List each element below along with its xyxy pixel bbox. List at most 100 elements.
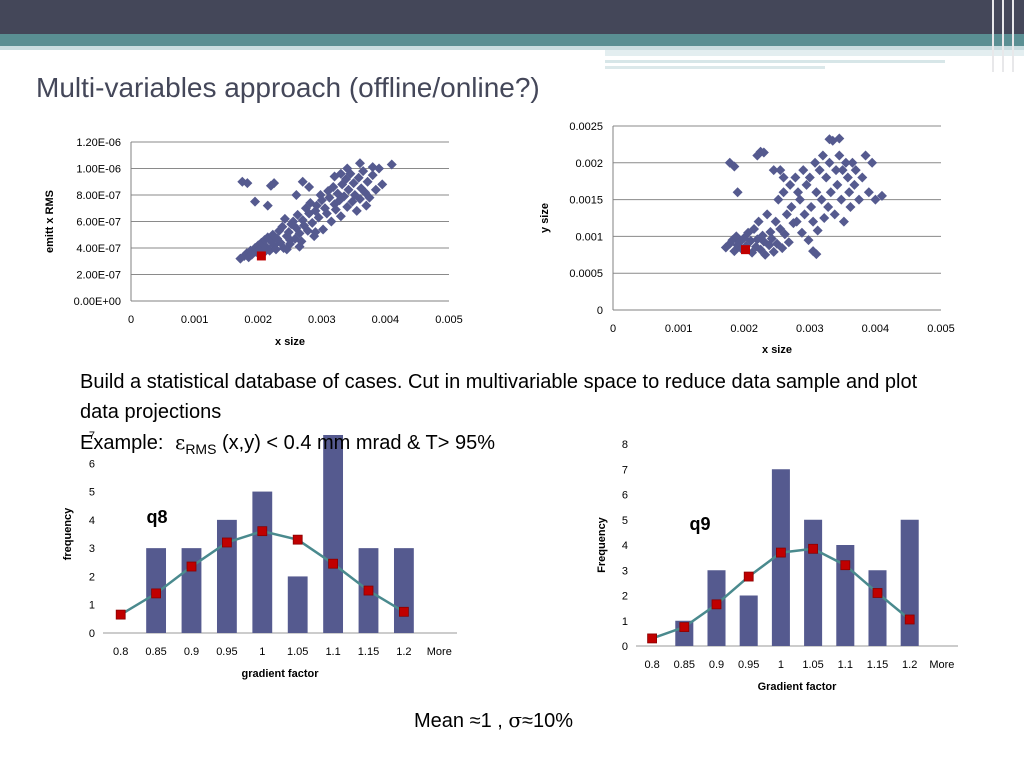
histogram-annotation: q9 [689, 514, 710, 534]
y-tick-label: 2.00E-07 [76, 270, 121, 282]
y-tick-label: 3 [622, 565, 628, 577]
y-tick-label: 1 [89, 600, 95, 612]
data-point [777, 243, 788, 254]
data-point [844, 187, 855, 198]
data-point [351, 205, 362, 216]
data-point [854, 194, 864, 205]
x-tick-label: 0.005 [927, 323, 955, 335]
x-tick-label: 0.9 [709, 659, 724, 671]
x-tick-label: 0.003 [796, 323, 824, 335]
data-point [342, 163, 353, 174]
y-tick-label: 2 [622, 591, 628, 603]
data-point [849, 179, 860, 190]
data-point [283, 227, 294, 238]
header-decor-line [1012, 0, 1014, 72]
data-point [834, 133, 845, 144]
data-point [250, 196, 261, 207]
x-tick-label: 1.1 [325, 646, 340, 658]
data-point [367, 162, 378, 173]
y-tick-label: 0 [597, 305, 603, 317]
y-tick-label: 7 [89, 430, 95, 442]
y-tick-label: 0.001 [575, 231, 603, 243]
data-point [811, 187, 822, 198]
data-point [817, 150, 828, 161]
x-tick-label: 0.004 [372, 314, 400, 326]
data-point [354, 158, 365, 169]
x-tick-label: More [427, 646, 452, 658]
data-point [786, 201, 797, 212]
y-tick-label: 1.20E-06 [76, 137, 121, 149]
x-tick-label: 1.05 [802, 659, 823, 671]
data-point [760, 249, 771, 260]
x-tick-label: 0.004 [862, 323, 890, 335]
data-point [847, 157, 858, 168]
data-point [840, 157, 851, 168]
data-point [768, 165, 779, 176]
y-tick-label: 2 [89, 571, 95, 583]
x-tick-label: 0.8 [113, 646, 128, 658]
y-tick-label: 6 [89, 458, 95, 470]
header-accent-bar [0, 34, 1024, 46]
data-point [801, 179, 812, 190]
data-point [302, 225, 313, 236]
example-prefix: Example: [80, 432, 164, 454]
histogram-bar [252, 491, 273, 633]
data-point [778, 172, 789, 183]
x-tick-label: 0.95 [738, 659, 759, 671]
body-line: Build a statistical database of cases. C… [80, 371, 918, 423]
histogram-bar [836, 545, 855, 646]
data-point [291, 190, 302, 200]
y-tick-label: 0 [622, 641, 628, 653]
data-point [732, 187, 743, 198]
header-decor-line [1002, 0, 1004, 72]
data-point [778, 187, 789, 198]
data-point [330, 204, 341, 215]
data-point [824, 157, 835, 168]
data-point [285, 235, 295, 246]
data-point [749, 224, 760, 235]
y-tick-label: 1.00E-06 [76, 164, 121, 176]
data-point [829, 209, 840, 220]
data-point [819, 213, 830, 223]
data-point [766, 233, 777, 244]
histogram-bar [771, 469, 790, 646]
x-tick-label: 0.005 [435, 314, 463, 326]
data-point [798, 165, 809, 176]
mean-text: Mean ≈1 , [414, 710, 503, 732]
y-tick-label: 1 [622, 616, 628, 628]
data-point [318, 224, 329, 235]
data-point [850, 165, 861, 176]
y-tick-label: 5 [622, 515, 628, 527]
data-point [362, 176, 373, 187]
x-tick-label: 0.95 [216, 646, 237, 658]
y-tick-label: 4.00E-07 [76, 243, 121, 255]
data-point [279, 213, 290, 224]
data-point [791, 216, 802, 227]
data-point [294, 228, 305, 239]
data-point [364, 192, 375, 203]
y-tick-label: 3 [89, 543, 95, 555]
fit-point [647, 633, 657, 644]
data-point [353, 172, 364, 183]
x-tick-label: 0.9 [184, 646, 199, 658]
data-point [812, 225, 823, 236]
y-tick-label: 0.0025 [569, 121, 603, 133]
data-point [374, 163, 385, 174]
data-point [262, 200, 273, 211]
data-point [768, 246, 779, 257]
histogram-bar [323, 435, 344, 633]
fit-point [186, 561, 197, 572]
data-point [386, 159, 397, 170]
data-point [343, 184, 354, 195]
data-point [348, 178, 359, 189]
data-point [367, 170, 378, 181]
data-point [808, 216, 819, 227]
x-tick-label: 0.002 [730, 323, 758, 335]
fit-point [292, 534, 303, 545]
data-point [342, 201, 353, 212]
data-point [799, 209, 810, 220]
y-axis-title: frequency [62, 507, 74, 560]
x-tick-label: 0.002 [244, 314, 272, 326]
data-point [814, 165, 825, 176]
